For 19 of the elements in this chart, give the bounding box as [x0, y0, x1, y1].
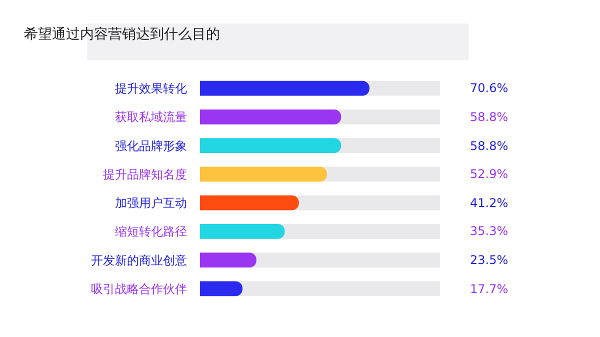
bar	[200, 281, 242, 296]
bar	[200, 252, 256, 268]
data-label: 23.5%	[470, 253, 508, 267]
data-label: 70.6%	[470, 81, 508, 95]
y-tick-label: 强化品牌形象	[115, 138, 187, 153]
data-label: 52.9%	[470, 167, 508, 181]
chart-title: 希望通过内容营销达到什么目的	[24, 26, 220, 43]
y-tick-label: 提升品牌知名度	[103, 167, 187, 182]
data-label: 58.8%	[470, 139, 508, 153]
data-label: 17.7%	[470, 282, 508, 296]
y-tick-label: 加强用户互动	[115, 196, 187, 210]
data-label: 58.8%	[470, 110, 508, 124]
y-tick-label: 开发新的商业创意	[91, 253, 187, 268]
data-label: 35.3%	[470, 224, 508, 238]
y-tick-label: 提升效果转化	[115, 82, 187, 96]
data-label: 41.2%	[470, 196, 508, 210]
y-tick-label: 获取私域流量	[115, 110, 187, 124]
y-tick-label: 吸引战略合作伙伴	[91, 282, 187, 296]
y-tick-label: 缩短转化路径	[115, 224, 187, 239]
